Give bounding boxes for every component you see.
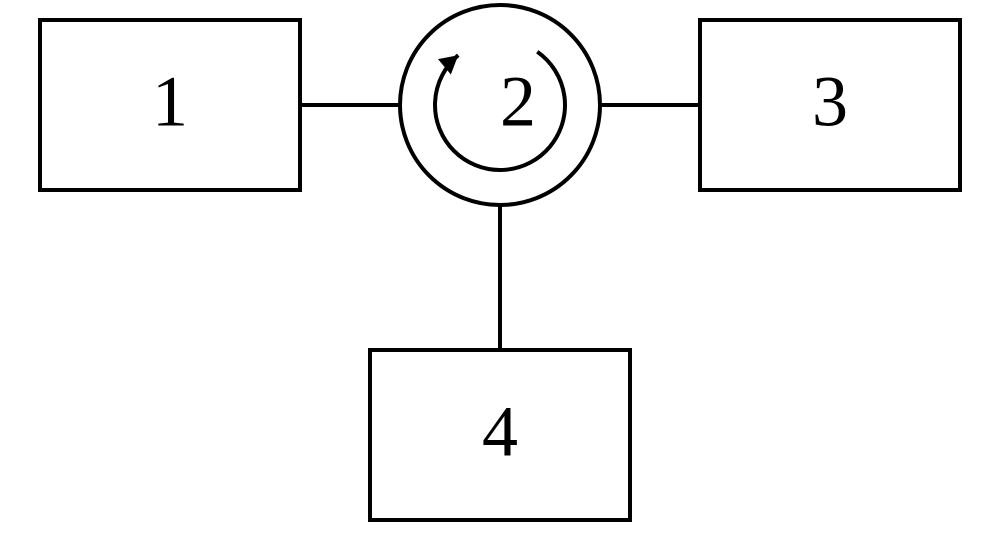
node-label: 1 xyxy=(152,62,188,142)
node-label: 3 xyxy=(812,62,848,142)
node-label: 2 xyxy=(500,62,536,142)
node-label: 4 xyxy=(482,392,518,472)
diagram-canvas: 1 2 3 4 xyxy=(0,0,1000,542)
